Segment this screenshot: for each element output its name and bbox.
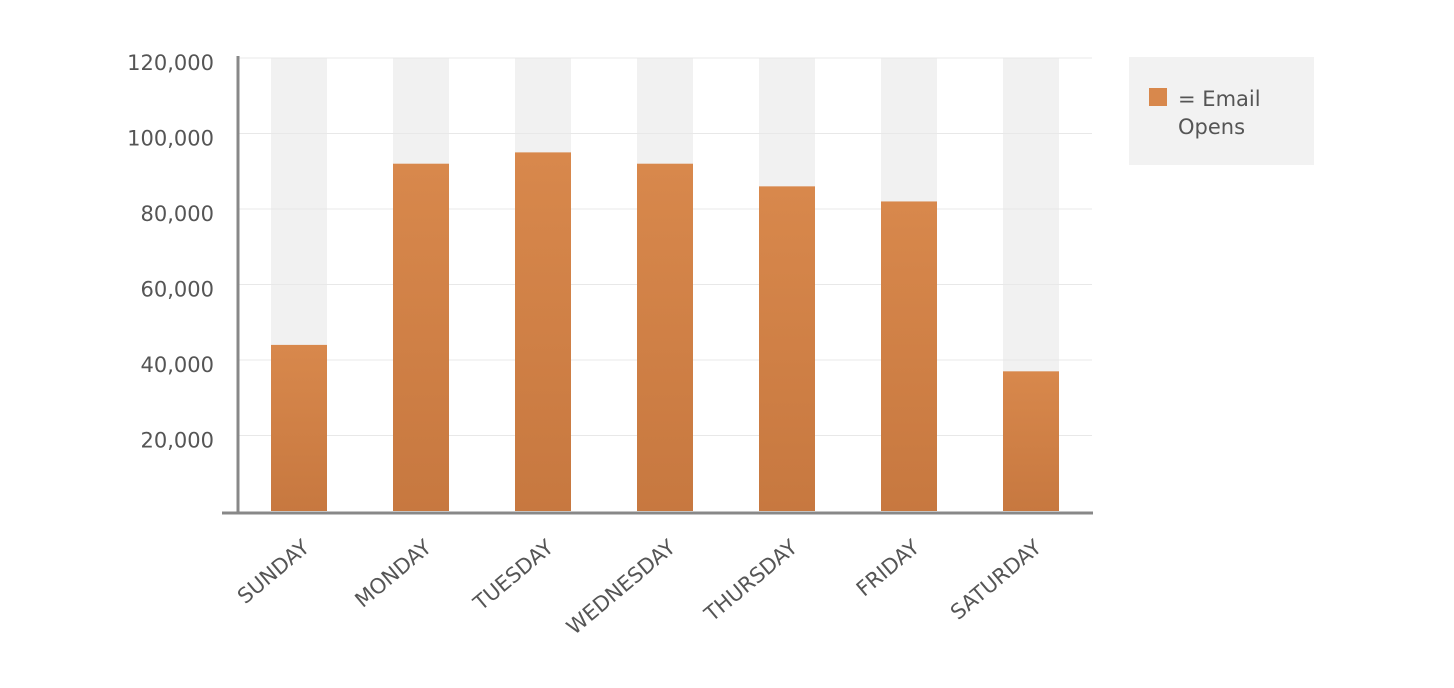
bar xyxy=(393,163,449,511)
x-tick-label: FRIDAY xyxy=(852,535,924,601)
x-tick-label: THURSDAY xyxy=(699,535,802,627)
legend: = Email Opens xyxy=(1129,57,1314,165)
legend-separator: = xyxy=(1178,87,1196,111)
x-tick-label: SUNDAY xyxy=(233,535,314,609)
legend-label: = Email Opens xyxy=(1178,85,1278,141)
y-tick-label: 120,000 xyxy=(127,51,214,75)
x-tick-label: TUESDAY xyxy=(468,535,558,616)
x-tick-label: MONDAY xyxy=(350,535,436,612)
bar xyxy=(881,201,937,511)
y-tick-label: 40,000 xyxy=(141,353,214,377)
y-tick-label: 60,000 xyxy=(141,278,214,302)
y-tick-label: 80,000 xyxy=(141,202,214,226)
x-tick-label: WEDNESDAY xyxy=(562,535,680,640)
bar xyxy=(637,163,693,511)
legend-name: Email Opens xyxy=(1178,87,1261,139)
bar xyxy=(515,152,571,511)
y-tick-label: 20,000 xyxy=(141,429,214,453)
legend-swatch xyxy=(1149,88,1167,106)
bar xyxy=(759,186,815,511)
x-tick-label: SATURDAY xyxy=(946,535,1046,625)
bar xyxy=(1003,371,1059,511)
bar xyxy=(271,344,327,511)
y-tick-label: 100,000 xyxy=(127,127,214,151)
